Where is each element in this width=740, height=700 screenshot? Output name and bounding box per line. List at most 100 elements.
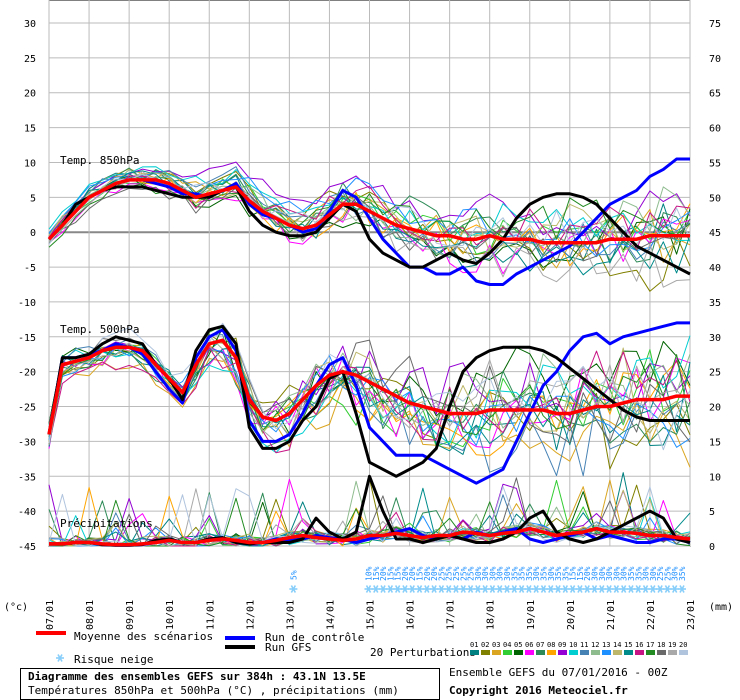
snow-flake-icon [451, 585, 460, 593]
right-tick-label: 25 [709, 368, 721, 379]
snow-flake-icon [532, 585, 541, 593]
snow-risk-percent: 35% [561, 566, 570, 581]
snow-risk-row: 5% 10%15%20%15%15%20%20%15%20%20%25%25%25… [289, 566, 687, 593]
x-tick-label: 17/01 [446, 600, 457, 630]
right-tick-label: 15 [709, 437, 721, 448]
snow-flake-icon [430, 585, 439, 593]
perturbation-id-label: 07 [536, 641, 544, 649]
snow-risk-percent: 35% [539, 566, 548, 581]
snow-flake-icon [561, 585, 570, 593]
left-tick-label: 15 [24, 124, 36, 135]
snow-flake-icon [597, 585, 606, 593]
snow-flake-icon [663, 585, 672, 593]
perturbation-850-line [48, 183, 691, 248]
perturbation-500-line [48, 322, 691, 451]
snow-risk-percent: 20% [401, 566, 410, 581]
snow-flake-icon [422, 585, 431, 593]
left-tick-label: 20 [24, 89, 36, 100]
snow-risk-percent: 30% [612, 566, 621, 581]
perturbation-swatch [481, 650, 490, 655]
perturbation-swatch [613, 650, 622, 655]
snow-risk-percent: 25% [663, 566, 672, 581]
snow-risk-percent: 35% [678, 566, 687, 581]
snow-risk-percent: 30% [642, 566, 651, 581]
snow-risk-percent: 30% [591, 566, 600, 581]
snow-flake-icon [415, 585, 424, 593]
perturbation-swatch [657, 650, 666, 655]
snow-flake-icon [634, 585, 643, 593]
left-tick-label: 30 [24, 19, 36, 30]
snow-risk-percent: 30% [496, 566, 505, 581]
x-tick-label: 18/01 [486, 600, 497, 630]
snow-risk-percent: 30% [481, 566, 490, 581]
snow-risk-percent: 25% [437, 566, 446, 581]
mean-precip-line [49, 526, 691, 547]
perturbation-850-line [48, 167, 691, 263]
x-tick-label: 10/01 [165, 600, 176, 630]
snow-risk-percent: 25% [656, 566, 665, 581]
right-tick-label: 70 [709, 54, 721, 65]
snow-flake-icon [590, 585, 599, 593]
snow-risk-percent: 30% [547, 566, 556, 581]
chart-title: Diagramme des ensembles GEFS sur 384h : … [28, 670, 366, 683]
perturbation-legend: 01 02 03 04 05 06 07 08 09 10 11 12 13 14 15 16 17 18 19 20 [470, 641, 688, 655]
perturbation-500-line [48, 350, 691, 449]
left-tick-label: -10 [18, 298, 36, 309]
snow-flake-icon [495, 585, 504, 593]
perturbation-swatch [624, 650, 633, 655]
left-tick-label: -20 [18, 368, 36, 379]
snow-flake-icon [481, 585, 490, 593]
snow-flake-icon [386, 585, 395, 593]
section-label-t850: Temp. 850hPa [60, 154, 139, 167]
snow-flake-icon [626, 585, 635, 593]
snow-risk-percent: 20% [379, 566, 388, 581]
snow-flake-icon [568, 585, 577, 593]
x-tick-label: 08/01 [85, 600, 96, 630]
x-tick-label: 23/01 [686, 600, 697, 630]
perturbation-id-label: 13 [602, 641, 610, 649]
perturbation-id-label: 14 [613, 641, 621, 649]
snow-flake-icon [656, 585, 665, 593]
snow-flake-icon [400, 585, 409, 593]
snow-flake-icon [670, 585, 679, 593]
x-tick-label: 20/01 [566, 600, 577, 630]
right-tick-label: 5 [709, 507, 715, 518]
snow-risk-percent: 35% [554, 566, 563, 581]
right-tick-label: 20 [709, 403, 721, 414]
snow-risk-percent: 30% [598, 566, 607, 581]
right-tick-label: 60 [709, 124, 721, 135]
left-tick-label: -30 [18, 437, 36, 448]
legend-control-label: Run de contrôle [265, 631, 364, 644]
x-tick-label: 19/01 [526, 600, 537, 630]
left-tick-label: 10 [24, 158, 36, 169]
snow-flake-icon [503, 585, 512, 593]
perturbation-swatch [503, 650, 512, 655]
snow-flake-icon [408, 585, 417, 593]
section-label-precip: Précipitations [60, 517, 153, 530]
snow-risk-percent: 30% [649, 566, 658, 581]
snow-risk-percent: 20% [423, 566, 432, 581]
perturbation-850-line [48, 186, 691, 263]
x-tick-label: 22/01 [646, 600, 657, 630]
snow-flake-icon [539, 585, 548, 593]
snow-risk-percent: 30% [532, 566, 541, 581]
control-850-line [47, 157, 690, 286]
perturbation-id-label: 18 [657, 641, 665, 649]
snow-risk-percent: 20% [408, 566, 417, 581]
perturbation-swatch [558, 650, 567, 655]
perturbation-id-label: 20 [679, 641, 687, 649]
snow-flake-icon [289, 585, 298, 593]
snow-risk-percent: 30% [488, 566, 497, 581]
left-tick-label: -15 [18, 333, 36, 344]
perturbation-500-line [48, 347, 691, 448]
right-tick-label: 35 [709, 298, 721, 309]
snow-risk-percent: 35% [525, 566, 534, 581]
perturbation-id-label: 19 [668, 641, 676, 649]
right-tick-label: 30 [709, 333, 721, 344]
snow-flake-icon [473, 585, 482, 593]
x-tick-label: 14/01 [325, 600, 336, 630]
perturbation-swatch [547, 650, 556, 655]
snow-flake-icon [56, 654, 64, 662]
snow-flake-icon [517, 585, 526, 593]
snow-risk-percent: 35% [518, 566, 527, 581]
